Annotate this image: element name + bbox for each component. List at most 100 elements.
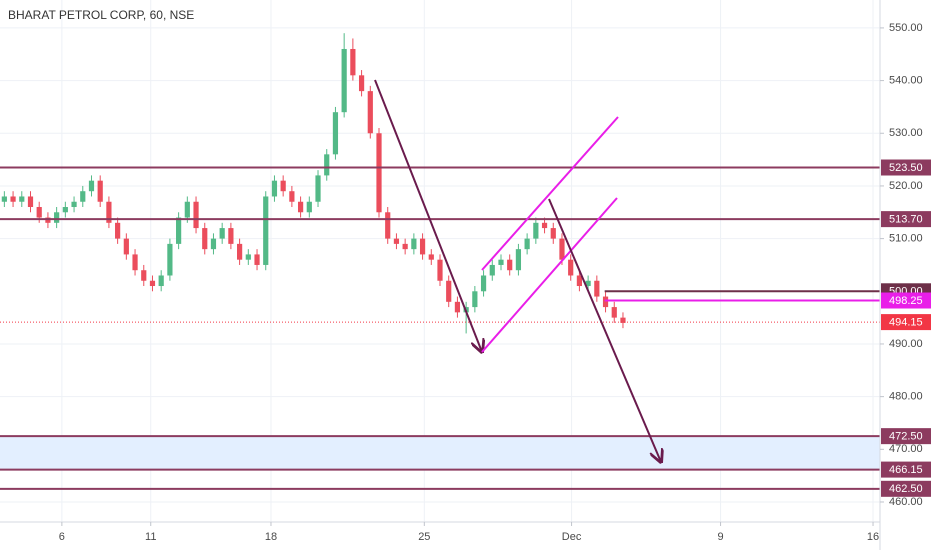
candle-body xyxy=(393,238,400,244)
price-badge xyxy=(881,292,931,309)
y-tick-label: 530.00 xyxy=(889,127,923,139)
price-badge-label: 472.50 xyxy=(889,431,923,443)
candle-body xyxy=(350,48,356,76)
candle-body xyxy=(324,154,330,176)
candle-body xyxy=(568,259,574,276)
channel-line xyxy=(481,116,619,271)
candle-body xyxy=(533,222,539,239)
candle-body xyxy=(428,254,434,260)
candle-body xyxy=(446,280,452,302)
candle-body xyxy=(167,243,173,276)
drawings xyxy=(374,79,661,462)
candle-body xyxy=(602,296,609,308)
candle-body xyxy=(184,201,190,218)
y-tick-label: 460.00 xyxy=(889,496,923,508)
candle-body xyxy=(71,201,77,208)
candle-body xyxy=(306,201,312,213)
x-tick-label: 6 xyxy=(59,531,65,543)
price-badge-label: 462.50 xyxy=(889,483,923,495)
candle-body xyxy=(454,301,461,313)
candle-body xyxy=(559,238,565,260)
y-tick-label: 490.00 xyxy=(889,338,923,350)
candle-body xyxy=(54,212,60,223)
candle-body xyxy=(141,270,147,281)
x-tick-label: 11 xyxy=(145,531,156,543)
candle-body xyxy=(611,307,617,318)
candle-body xyxy=(358,75,365,92)
candle-body xyxy=(193,201,199,229)
price-badge xyxy=(881,480,931,497)
candle-body xyxy=(620,317,626,323)
candle-body xyxy=(367,91,373,134)
candle-body xyxy=(106,201,112,223)
price-badge-label: 494.15 xyxy=(889,317,923,329)
candle-body xyxy=(489,264,495,276)
candle-body xyxy=(45,217,51,223)
candle-body xyxy=(385,212,391,239)
candle-body xyxy=(263,196,269,265)
candle-body xyxy=(271,180,278,197)
x-tick-label: 25 xyxy=(418,531,430,543)
candle-body xyxy=(132,254,138,271)
candle-body xyxy=(411,238,417,250)
candle-body xyxy=(123,238,129,255)
candle-body xyxy=(594,280,600,297)
y-tick-label: 510.00 xyxy=(889,233,923,245)
candle-body xyxy=(515,249,522,271)
candle-body xyxy=(437,259,443,281)
candle-body xyxy=(480,275,487,292)
price-badge-label: 466.15 xyxy=(889,464,923,476)
price-badge xyxy=(881,461,931,478)
candle-body xyxy=(80,191,86,202)
candle-body xyxy=(541,222,548,229)
candle-body xyxy=(27,196,34,208)
candle-body xyxy=(341,48,347,113)
candle-body xyxy=(402,243,408,250)
candle-body xyxy=(219,228,225,239)
candle-body xyxy=(585,280,591,287)
y-tick-label: 470.00 xyxy=(889,443,923,455)
price-badge xyxy=(881,314,931,331)
candle-body xyxy=(228,228,234,244)
candle-body xyxy=(245,254,251,260)
candle-body xyxy=(507,259,513,271)
candle-body xyxy=(297,201,304,213)
candle-body xyxy=(19,196,25,202)
y-tick-label: 540.00 xyxy=(889,74,923,86)
x-tick-label: 16 xyxy=(867,531,879,543)
candle-body xyxy=(376,133,382,213)
candle-body xyxy=(88,180,95,192)
candle-body xyxy=(176,217,182,244)
candle-body xyxy=(472,291,478,308)
trend-arrow xyxy=(374,79,482,352)
candle-body xyxy=(149,280,156,287)
candle-body xyxy=(1,196,7,202)
y-tick-label: 550.00 xyxy=(889,22,923,34)
candle-body xyxy=(498,259,504,265)
price-badge-label: 513.70 xyxy=(889,214,923,226)
candle-body xyxy=(524,238,530,250)
candle-body xyxy=(576,275,583,287)
price-badge-label: 498.25 xyxy=(889,295,923,307)
y-tick-label: 520.00 xyxy=(889,180,923,192)
candle-body xyxy=(97,180,103,202)
price-badge xyxy=(881,159,931,176)
chart-title: BHARAT PETROL CORP, 60, NSE xyxy=(8,8,194,22)
x-tick-label: 9 xyxy=(717,531,723,543)
candle-body xyxy=(62,207,68,213)
candle-body xyxy=(210,238,217,250)
candle-body xyxy=(115,222,121,239)
price-badge-label: 523.50 xyxy=(889,162,923,174)
candle-body xyxy=(315,175,321,202)
channel-line xyxy=(481,197,618,353)
y-tick-label: 480.00 xyxy=(889,391,923,403)
x-tick-label: 18 xyxy=(265,531,277,543)
candle-body xyxy=(254,254,260,265)
x-tick-label: Dec xyxy=(562,531,582,543)
candle-body xyxy=(237,243,243,260)
candle-body xyxy=(10,196,16,202)
candle-body xyxy=(332,112,339,155)
candle-body xyxy=(36,207,42,218)
candle-body xyxy=(550,228,556,239)
